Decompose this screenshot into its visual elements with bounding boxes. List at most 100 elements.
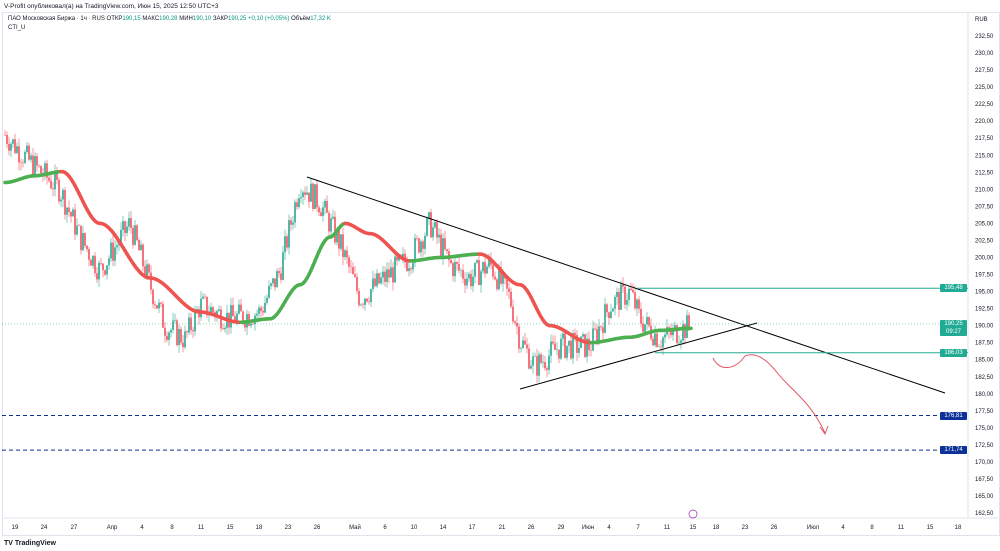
candle-body xyxy=(688,315,690,327)
candle-body xyxy=(588,338,590,351)
candle-body xyxy=(72,209,74,217)
time-tick: Июл xyxy=(807,525,820,531)
candle-body xyxy=(38,165,40,167)
time-tick: 11 xyxy=(664,525,671,531)
candle-body xyxy=(366,298,368,302)
candle-body xyxy=(76,225,78,235)
candle-body xyxy=(176,320,178,346)
price-tick: 187,50 xyxy=(975,341,994,347)
candle-body xyxy=(92,255,94,266)
candle-body xyxy=(466,278,468,286)
candle-body xyxy=(610,311,612,318)
candle-body xyxy=(88,249,90,260)
candle-body xyxy=(188,317,190,333)
volume-label: Объём xyxy=(291,16,311,22)
candle-body xyxy=(274,278,276,288)
candle-body xyxy=(324,200,326,208)
candle-body xyxy=(502,273,504,284)
lower-trendline xyxy=(519,322,758,390)
price-tick: 232,50 xyxy=(975,34,994,40)
candle-body xyxy=(342,234,344,258)
candle-body xyxy=(264,302,266,313)
candle-body xyxy=(74,209,76,235)
price-tick: 217,50 xyxy=(975,136,994,142)
candle-body xyxy=(378,273,380,284)
candle-body xyxy=(380,277,382,284)
candle-body xyxy=(26,145,28,152)
open-value: 190,15 xyxy=(122,16,141,22)
candle-body xyxy=(100,262,102,264)
time-tick: Май xyxy=(349,524,361,531)
candle-body xyxy=(440,234,442,257)
candle-body xyxy=(52,188,54,190)
candle-body xyxy=(8,143,10,151)
candle-body xyxy=(280,273,282,280)
candle-body xyxy=(206,296,208,316)
candle-body xyxy=(192,330,194,332)
candle-body xyxy=(160,302,162,304)
candle-body xyxy=(658,346,660,348)
candle-body xyxy=(422,241,424,249)
candle-body xyxy=(620,284,622,310)
time-tick: 15 xyxy=(927,525,934,531)
candle-body xyxy=(154,304,156,306)
symbol-name: ПАО Московская Биржа · 1ч · RUS xyxy=(8,16,105,22)
candle-body xyxy=(262,310,264,313)
candle-body xyxy=(554,343,556,350)
candle-body xyxy=(210,307,212,314)
candle-body xyxy=(494,276,496,280)
candle-body xyxy=(560,338,562,359)
candle-body xyxy=(522,340,524,348)
candle-body xyxy=(212,307,214,313)
candle-body xyxy=(652,338,654,346)
candle-body xyxy=(496,279,498,290)
candle-body xyxy=(116,245,118,248)
candle-body xyxy=(436,222,438,238)
time-tick: 4 xyxy=(841,525,845,531)
candle-body xyxy=(272,278,274,284)
time-tick: 17 xyxy=(469,525,476,531)
price-tick: 210,00 xyxy=(975,187,994,193)
candle-body xyxy=(644,324,646,332)
candle-body xyxy=(438,234,440,238)
candle-body xyxy=(586,338,588,357)
candle-body xyxy=(240,304,242,312)
candle-body xyxy=(570,340,572,359)
candle-body xyxy=(332,216,334,219)
candle-body xyxy=(294,202,296,223)
candle-body xyxy=(170,329,172,333)
candle-body xyxy=(416,238,418,239)
price-tag-value: 186,03 xyxy=(944,349,963,356)
candle-body xyxy=(298,198,300,207)
candle-body xyxy=(108,258,110,266)
candle-body xyxy=(642,323,644,332)
candle-body xyxy=(432,227,434,238)
candle-body xyxy=(530,365,532,369)
candle-body xyxy=(18,146,20,163)
price-tag: 186,03 xyxy=(940,348,967,357)
time-tick: 27 xyxy=(71,525,78,531)
candle-body xyxy=(686,315,688,338)
candle-body xyxy=(312,183,314,209)
candle-body xyxy=(590,350,592,351)
candle-body xyxy=(492,264,494,277)
price-tick: 180,00 xyxy=(975,392,994,398)
candle-body xyxy=(68,207,70,212)
time-tick: 23 xyxy=(285,525,292,531)
candle-body xyxy=(356,276,358,292)
candle-body xyxy=(382,271,384,278)
indicator-label[interactable]: CTI_U xyxy=(8,25,26,31)
candle-body xyxy=(480,271,482,286)
candle-body xyxy=(604,304,606,333)
price-tick: 190,00 xyxy=(975,324,994,330)
candle-body xyxy=(506,278,508,289)
price-tick: 195,00 xyxy=(975,290,994,296)
candle-body xyxy=(110,242,112,259)
tradingview-logo: TV TradingView xyxy=(4,540,56,547)
candle-body xyxy=(132,228,134,245)
candle-body xyxy=(14,139,16,153)
candle-body xyxy=(376,273,378,287)
candle-body xyxy=(550,341,552,356)
price-tick: 172,50 xyxy=(975,443,994,449)
